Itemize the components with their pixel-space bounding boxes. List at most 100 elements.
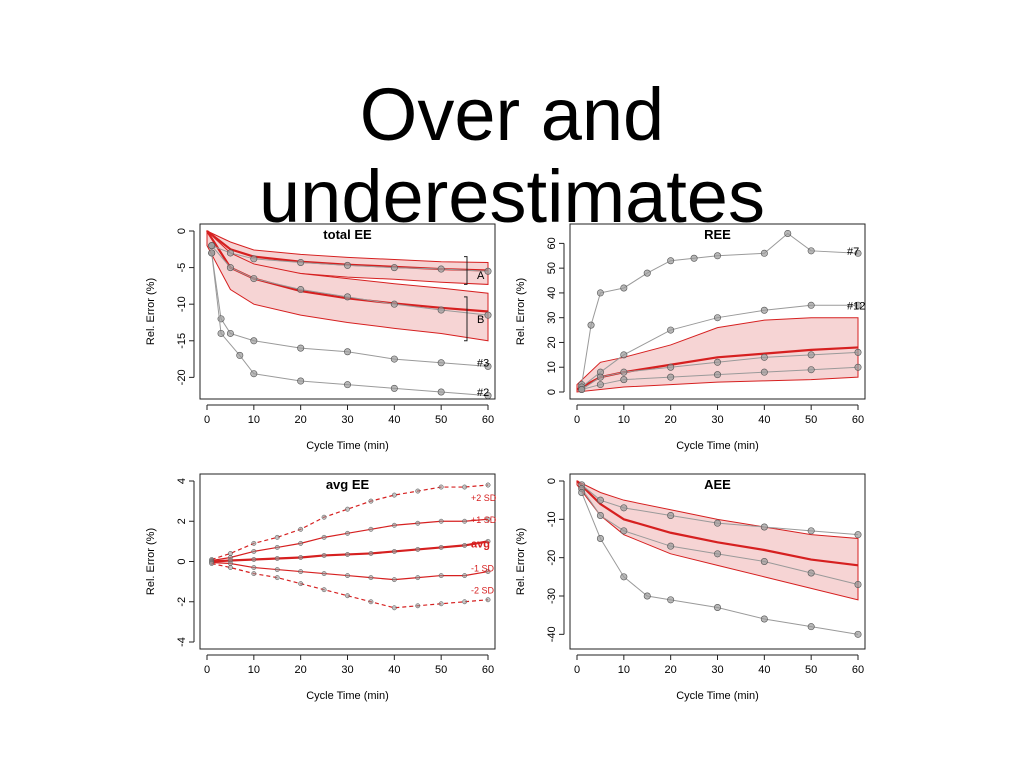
series-avg-point: [485, 538, 491, 544]
x-tick-label: 60: [852, 664, 864, 676]
y-axis-label: Rel. Error (%): [515, 278, 527, 345]
series-avg-point: [274, 556, 280, 561]
series-1-sd-point: [345, 530, 350, 536]
series-0-point: [620, 284, 628, 292]
series-1-sd-point: [415, 520, 421, 526]
series-0-point: [643, 269, 651, 277]
series-2-sd-point: [274, 575, 280, 581]
chart-aee: AEE 0 10 20 30 40 50 60 Cycle Time (min) 0 -10 -20 -…: [515, 473, 866, 702]
x-tick-label: 60: [482, 664, 494, 676]
series-1-point: [226, 264, 234, 272]
x-tick-label: 30: [341, 664, 353, 676]
series-3-point: [596, 381, 604, 389]
series-1-point: [807, 569, 815, 577]
x-tick-label: 50: [435, 664, 447, 676]
y-tick-label: 0: [546, 389, 558, 395]
y-tick-label: -2: [176, 597, 188, 607]
series-1-point: [714, 550, 722, 558]
x-tick-label: 10: [618, 414, 630, 426]
y-axis-label: Rel. Error (%): [145, 278, 157, 345]
series-2-point: [344, 348, 352, 356]
x-tick-label: 0: [204, 664, 210, 676]
x-tick-label: 0: [574, 414, 580, 426]
series-1-sd-point: [485, 516, 491, 522]
series-avg-point: [298, 555, 304, 560]
slide-title: Over and underestimates: [0, 72, 1024, 238]
series-avg-point: [251, 557, 257, 562]
x-tick-label: 50: [805, 414, 817, 426]
x-tick-label: 20: [295, 414, 307, 426]
series-1-point: [760, 558, 768, 566]
series-1-point: [344, 293, 352, 301]
series-2-sd-point: [227, 551, 233, 556]
series-1-sd-point: [298, 569, 304, 575]
series-2-point: [596, 373, 604, 381]
x-tick-label: 10: [248, 664, 260, 676]
series-avg-point: [368, 551, 374, 556]
y-tick-label: -30: [546, 588, 558, 604]
series-2-sd-point: [368, 498, 374, 504]
series-1-line: [581, 304, 858, 388]
series-0-point: [667, 257, 675, 265]
x-tick-label: 40: [758, 414, 770, 426]
x-tick-label: 50: [805, 664, 817, 676]
series-2-sd-point: [485, 597, 491, 603]
series-1-sd-line: [211, 561, 489, 581]
series-2-point: [854, 348, 862, 356]
series-2-point: [807, 623, 815, 631]
series-1-sd-point: [274, 567, 280, 573]
series-3-point: [437, 388, 445, 396]
x-tick-label: 20: [295, 664, 307, 676]
y-tick-label: 0: [176, 228, 188, 234]
series-1-sd-point: [321, 571, 327, 577]
series-2-sd-point: [345, 506, 350, 512]
series-2-point: [854, 630, 862, 638]
series-3-point: [667, 373, 675, 381]
series-2-sd-point: [321, 514, 327, 520]
series-2-point: [437, 359, 445, 367]
y-tick-label: 50: [546, 262, 558, 274]
series-3-point: [714, 371, 722, 379]
y-tick-label: 4: [176, 478, 188, 484]
group-bracket-0: [464, 256, 468, 285]
annotation-12: #12: [847, 300, 865, 312]
x-tick-label: 50: [435, 414, 447, 426]
series-0-point: [596, 289, 604, 297]
y-tick-label: -4: [176, 637, 188, 647]
series-1-sd-point: [321, 534, 327, 540]
plot-frame: [569, 473, 866, 650]
series-0-line: [581, 232, 859, 385]
annotation-7: #7: [847, 246, 859, 258]
x-tick-label: 20: [665, 414, 677, 426]
series-1-sd-point: [298, 540, 304, 546]
series-1-sd-point: [438, 573, 444, 579]
series-2-sd-line: [211, 484, 489, 561]
series-1-point: [250, 275, 258, 283]
chart-title: total EE: [323, 227, 372, 242]
chart-title: REE: [704, 227, 731, 242]
series-0-point: [344, 261, 352, 269]
series-2-point: [807, 351, 815, 359]
series-2-sd-point: [321, 587, 327, 593]
series-1-point: [667, 542, 675, 550]
y-tick-label: 30: [546, 312, 558, 324]
annotation-avg: avg: [471, 538, 490, 550]
series-0-point: [854, 531, 862, 539]
plot-frame: [199, 473, 496, 650]
series-2-sd-point: [227, 565, 233, 570]
series-1-sd-point: [274, 544, 280, 550]
series-2-sd-point: [438, 484, 444, 490]
x-tick-label: 40: [388, 664, 400, 676]
slide-title-line-1: Over and: [359, 72, 665, 156]
annotation-2: #2: [477, 387, 489, 399]
series-0-point: [854, 249, 862, 257]
series-2-sd-point: [462, 599, 468, 605]
series-0-point: [297, 258, 305, 266]
y-axis-label: Rel. Error (%): [515, 528, 527, 595]
x-tick-label: 40: [388, 414, 400, 426]
x-tick-label: 30: [341, 414, 353, 426]
y-tick-label: 2: [176, 518, 188, 524]
x-tick-label: 0: [574, 664, 580, 676]
chart-total-ee: total EE 0 10 20 30 40 50 60 Cycle Time (min) 0 -5…: [145, 223, 496, 452]
series-3-point: [620, 376, 628, 384]
